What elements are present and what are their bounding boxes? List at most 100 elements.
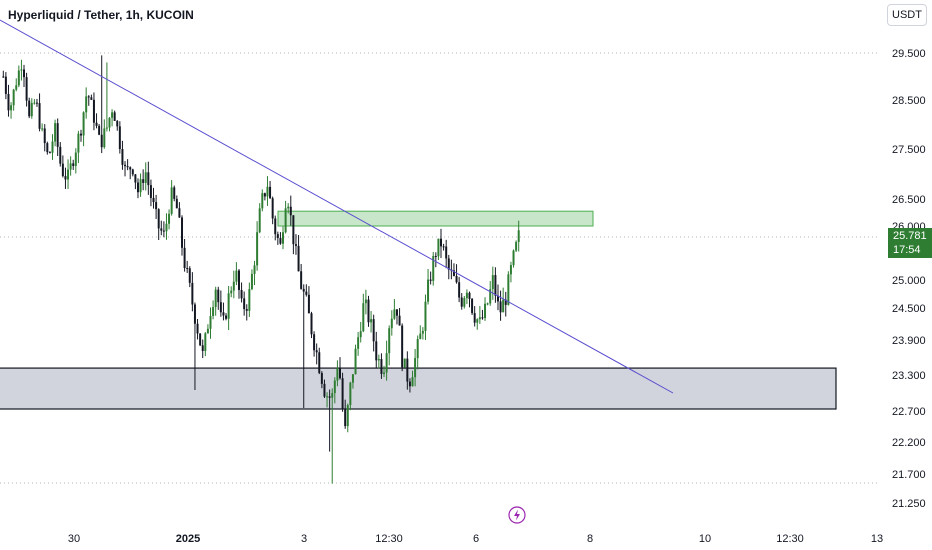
candle-body bbox=[388, 328, 391, 354]
candle bbox=[124, 161, 127, 177]
candle bbox=[320, 371, 323, 389]
resistance-zone bbox=[277, 210, 594, 227]
candle-body bbox=[12, 89, 15, 106]
candle bbox=[504, 291, 507, 317]
candle-body bbox=[48, 152, 51, 154]
candle bbox=[240, 282, 243, 303]
candle-body bbox=[152, 197, 155, 203]
candle bbox=[294, 234, 297, 255]
candle bbox=[494, 267, 497, 303]
candle-body bbox=[429, 279, 432, 281]
candle bbox=[142, 169, 145, 191]
candle-body bbox=[186, 268, 189, 270]
candle-body bbox=[142, 179, 145, 183]
candle-body bbox=[237, 270, 240, 290]
candle-body bbox=[305, 291, 308, 295]
candle-body bbox=[310, 313, 313, 335]
candle-body bbox=[377, 359, 380, 361]
candle-body bbox=[263, 193, 266, 197]
candle-body bbox=[77, 133, 80, 153]
candle-body bbox=[59, 146, 62, 164]
candle bbox=[279, 232, 282, 245]
candle-body bbox=[307, 294, 310, 314]
lightning-bolt-icon[interactable] bbox=[508, 506, 526, 524]
candle-body bbox=[118, 126, 121, 150]
candle-body bbox=[315, 350, 318, 353]
candle-body bbox=[245, 309, 248, 311]
x-tick-label: 8 bbox=[587, 533, 593, 545]
candle bbox=[385, 340, 388, 381]
candle bbox=[245, 304, 248, 321]
candle bbox=[297, 235, 300, 272]
candles-layer bbox=[2, 55, 520, 484]
y-tick-label: 28.500 bbox=[892, 95, 926, 107]
candle bbox=[341, 372, 344, 412]
x-tick-label: 2025 bbox=[176, 533, 200, 545]
candle bbox=[476, 318, 479, 330]
candle bbox=[134, 173, 137, 190]
candle bbox=[201, 339, 204, 359]
candle-body bbox=[484, 303, 487, 319]
candle bbox=[328, 389, 331, 452]
candle bbox=[25, 72, 28, 107]
candle-body bbox=[217, 289, 220, 303]
candle-body bbox=[160, 228, 163, 231]
candle bbox=[256, 221, 259, 271]
candle bbox=[313, 331, 316, 357]
candle-body bbox=[357, 337, 360, 349]
candle bbox=[214, 286, 217, 316]
candle bbox=[388, 325, 391, 366]
candle bbox=[403, 358, 406, 368]
candle bbox=[118, 121, 121, 154]
candle-body bbox=[116, 120, 119, 127]
candle bbox=[149, 179, 152, 207]
candle-body bbox=[344, 408, 347, 427]
currency-button[interactable]: USDT bbox=[887, 4, 927, 26]
candle-body bbox=[98, 125, 101, 135]
candle-body bbox=[230, 290, 233, 294]
candle-body bbox=[372, 319, 375, 342]
candle bbox=[323, 379, 326, 398]
candle bbox=[4, 72, 7, 100]
candle bbox=[507, 271, 510, 306]
candle bbox=[61, 155, 64, 178]
candle bbox=[292, 215, 295, 255]
candle-body bbox=[395, 309, 398, 316]
candle bbox=[357, 332, 360, 356]
candle-body bbox=[183, 247, 186, 269]
candle bbox=[465, 289, 468, 305]
candle-body bbox=[341, 378, 344, 409]
y-tick-label: 29.500 bbox=[892, 48, 926, 60]
candle bbox=[77, 130, 80, 164]
candle bbox=[282, 226, 285, 250]
candle bbox=[219, 290, 222, 317]
candle-body bbox=[90, 97, 93, 100]
candle-body bbox=[471, 298, 474, 314]
candle-body bbox=[188, 268, 191, 283]
candle-body bbox=[421, 330, 424, 334]
candle-body bbox=[87, 96, 90, 98]
candle bbox=[424, 294, 427, 340]
candle bbox=[346, 403, 349, 433]
candle bbox=[351, 374, 354, 389]
candle-body bbox=[139, 179, 142, 193]
y-tick-label: 27.500 bbox=[892, 144, 926, 156]
candle bbox=[199, 333, 202, 347]
candle bbox=[85, 87, 88, 119]
candle bbox=[193, 302, 196, 390]
candle bbox=[390, 310, 393, 336]
candle bbox=[2, 70, 5, 78]
candle-body bbox=[465, 292, 468, 299]
candle bbox=[395, 309, 398, 325]
candle-body bbox=[61, 163, 64, 177]
candle-body bbox=[287, 206, 290, 209]
candle-body bbox=[33, 102, 36, 104]
candle bbox=[258, 203, 261, 234]
y-tick-label: 22.700 bbox=[892, 406, 926, 418]
candle-body bbox=[92, 99, 95, 123]
candle-body bbox=[313, 334, 316, 351]
candle bbox=[496, 284, 499, 311]
candle-body bbox=[256, 232, 259, 266]
candle bbox=[108, 117, 111, 132]
